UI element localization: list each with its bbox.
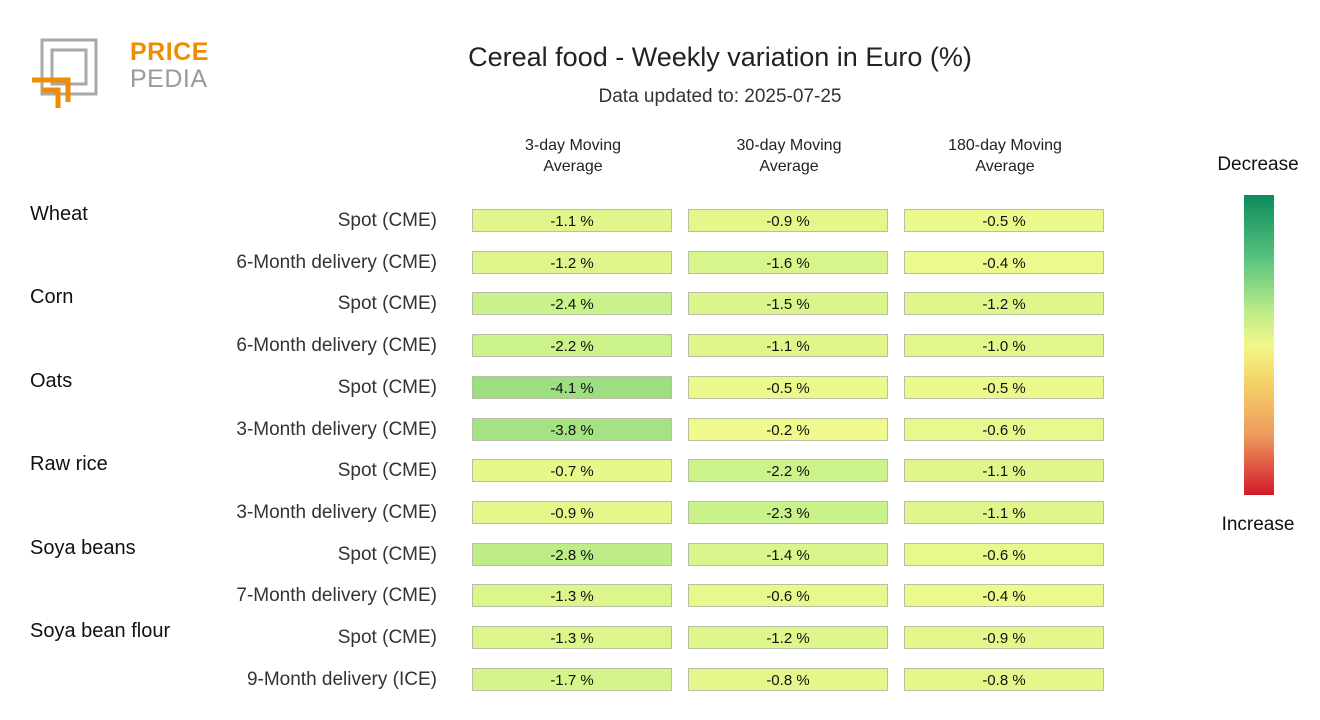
heatmap-cell: -0.7 %: [472, 459, 672, 483]
heatmap-cell: -0.5 %: [904, 375, 1104, 399]
column-header-line: 30-day Moving: [736, 137, 842, 154]
heatmap-cell: -2.3 %: [688, 500, 888, 524]
row-label: 3-Month delivery (CME): [236, 501, 437, 523]
heatmap-cell: -1.2 %: [472, 250, 672, 274]
row-label: 9-Month delivery (ICE): [246, 668, 437, 690]
column-header-line: 3-day Moving: [524, 137, 622, 154]
column-header-line: Average: [543, 158, 603, 175]
heatmap-cell: -3.8 %: [472, 417, 672, 441]
row-label: Spot (CME): [337, 543, 437, 565]
column-header-180day: 180-day Moving Average: [904, 135, 1106, 177]
legend-decrease-label: Decrease: [1217, 154, 1299, 175]
heatmap-cell: -1.3 %: [472, 584, 672, 608]
row-label: Spot (CME): [337, 627, 437, 648]
heatmap-cell: -1.1 %: [904, 500, 1104, 524]
legend-color-scale: [1244, 195, 1274, 495]
chart-title: Cereal food - Weekly variation in Euro (…: [468, 42, 972, 72]
heatmap-cell: -0.8 %: [688, 667, 888, 691]
pricepedia-logo-mark: [32, 38, 98, 108]
heatmap-cell: -1.2 %: [688, 626, 888, 649]
heatmap-cell: -0.6 %: [688, 584, 888, 608]
row-label: Spot (CME): [337, 210, 437, 231]
legend-increase-label: Increase: [1221, 514, 1295, 535]
row-label: 3-Month delivery (CME): [236, 418, 437, 440]
heatmap-cell: -1.2 %: [904, 292, 1104, 316]
heatmap-cell: -1.0 %: [904, 334, 1104, 358]
column-header-line: Average: [975, 158, 1035, 175]
heatmap-cell: -2.4 %: [472, 292, 672, 316]
heatmap-cell: -0.2 %: [688, 417, 888, 441]
row-group-label: Corn: [30, 286, 74, 309]
heatmap-cell: -1.5 %: [688, 292, 888, 316]
heatmap-cell: -4.1 %: [472, 375, 672, 399]
column-header-3day: 3-day Moving Average: [472, 135, 674, 177]
pricepedia-logo: PRICE PEDIA: [28, 36, 208, 111]
heatmap-cell: -0.4 %: [904, 584, 1104, 608]
row-label: 6-Month delivery (CME): [236, 335, 437, 357]
heatmap-cell: -0.5 %: [904, 209, 1104, 232]
column-header-line: Average: [759, 158, 819, 175]
heatmap-cell: -1.3 %: [472, 626, 672, 649]
heatmap-cell: -0.4 %: [904, 250, 1104, 274]
heatmap-cell: -1.1 %: [472, 209, 672, 232]
heatmap-cell: -0.9 %: [472, 500, 672, 524]
heatmap-cell: -2.2 %: [472, 334, 672, 358]
row-label: Spot (CME): [337, 293, 437, 315]
logo-text-price: PRICE: [130, 38, 209, 66]
heatmap-cell: -0.8 %: [904, 667, 1104, 691]
chart-subtitle: Data updated to: 2025-07-25: [598, 86, 842, 107]
logo-text-pedia: PEDIA: [130, 65, 208, 93]
column-header-30day: 30-day Moving Average: [688, 135, 890, 177]
heatmap-cell: -1.1 %: [688, 334, 888, 358]
row-group-label: Soya beans: [30, 536, 136, 559]
heatmap-cell: -0.9 %: [688, 209, 888, 232]
row-group-label: Soya bean flour: [30, 620, 171, 642]
heatmap-cell: -2.8 %: [472, 542, 672, 566]
row-group-label: Raw rice: [30, 453, 108, 476]
heatmap-cell: -1.6 %: [688, 250, 888, 274]
row-label: Spot (CME): [337, 460, 437, 482]
heatmap-cell: -0.9 %: [904, 626, 1104, 649]
row-label: Spot (CME): [337, 376, 437, 398]
heatmap-cell: -0.6 %: [904, 542, 1104, 566]
column-header-line: 180-day Moving: [948, 137, 1062, 154]
row-group-label: Oats: [30, 369, 73, 392]
heatmap-cell: -0.5 %: [688, 375, 888, 399]
heatmap-cell: -1.7 %: [472, 667, 672, 691]
heatmap-cell: -1.4 %: [688, 542, 888, 566]
row-label: 7-Month delivery (CME): [236, 585, 437, 607]
row-label: 6-Month delivery (CME): [236, 251, 437, 273]
heatmap-cell: -2.2 %: [688, 459, 888, 483]
row-group-label: Wheat: [30, 203, 88, 225]
heatmap-cell: -1.1 %: [904, 459, 1104, 483]
heatmap-cell: -0.6 %: [904, 417, 1104, 441]
